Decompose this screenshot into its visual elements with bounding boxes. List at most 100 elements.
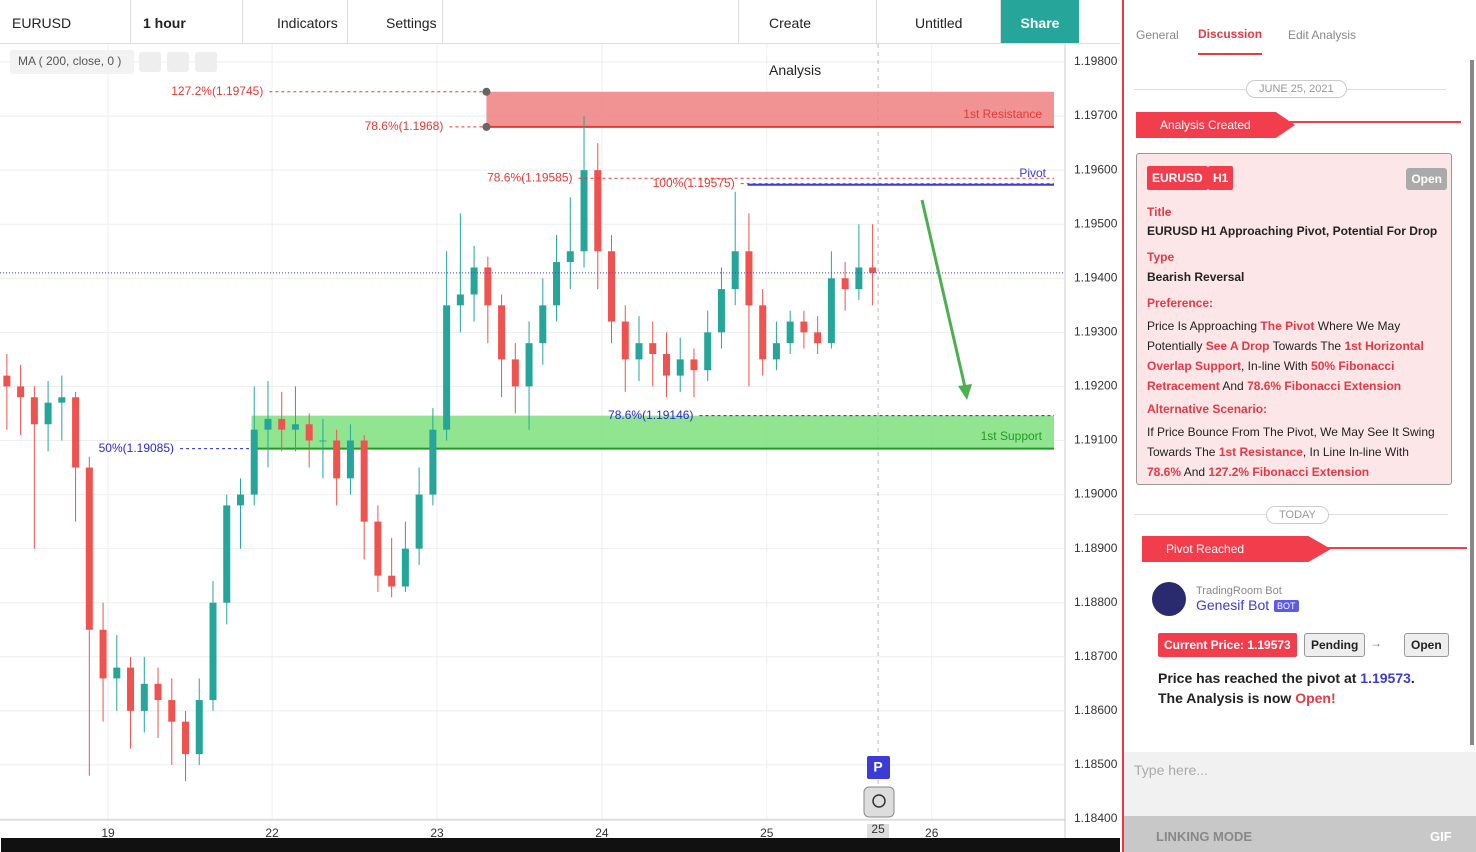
candle-body: [113, 667, 121, 679]
gear-btn[interactable]: [167, 52, 189, 72]
y-tick-label: 1.19100: [1074, 433, 1118, 447]
date: JUNE 25, 2021: [1246, 80, 1347, 98]
text-segment: 78.6% Fibonacci Extension: [1247, 379, 1402, 393]
candle-body: [291, 424, 299, 430]
input-placeholder: Type here...: [1134, 762, 1208, 778]
zone: [486, 91, 1055, 127]
cursor-label: 25: [871, 822, 885, 836]
candle-body: [209, 602, 217, 701]
y-tick-label: 1.18400: [1074, 811, 1118, 825]
status: Open: [1406, 168, 1447, 190]
reached-ribbon: Pivot Reached: [1142, 536, 1331, 562]
zone: [251, 415, 1055, 449]
candle-body: [333, 440, 341, 479]
candle-body: [30, 397, 38, 425]
candle-body: [594, 170, 602, 252]
timeframe-tag: H1: [1208, 166, 1234, 190]
tab[interactable]: Edit Analysis: [1288, 28, 1357, 42]
candle-body: [305, 424, 313, 441]
candle-body: [525, 343, 533, 387]
candle-body: [44, 402, 52, 425]
from-status: Pending: [1304, 633, 1366, 657]
pivot-label: Pivot: [1019, 166, 1046, 180]
pivot-badge-icon: P: [873, 759, 882, 775]
candle-body: [319, 440, 327, 442]
text-segment: . The Analysis is now: [1158, 670, 1415, 706]
share[interactable]: Share: [1001, 0, 1079, 43]
candle-body: [553, 262, 561, 306]
legend-bg: [10, 50, 134, 74]
candle-body: [250, 429, 258, 495]
pivot-badge[interactable]: [867, 756, 890, 779]
candle-body: [498, 305, 506, 360]
y-tick-label: 1.19300: [1074, 325, 1118, 339]
candle-body: [580, 170, 588, 252]
candle-body: [484, 267, 492, 306]
preference: Price Is Approaching The Pivot Where We …: [1147, 316, 1432, 396]
arrow-head: [958, 384, 972, 400]
candle-body: [539, 305, 547, 344]
label: Alternative Scenario:: [1147, 402, 1268, 416]
candle-body: [635, 343, 643, 360]
settings[interactable]: Settings: [348, 0, 443, 43]
candle-body: [236, 494, 244, 506]
candle-body: [278, 418, 286, 430]
layout[interactable]: Untitled: [877, 0, 1001, 43]
linking-mode[interactable]: LINKING MODE: [1156, 829, 1253, 844]
label: Preference:: [1147, 296, 1214, 310]
text-segment: If Price Bounce From The Pivot, We May S…: [1147, 425, 1435, 459]
candle-body: [264, 418, 272, 430]
x-tick-label: 19: [101, 826, 115, 840]
tab-active[interactable]: Discussion: [1198, 27, 1263, 55]
text-segment: 127.2% Fibonacci Extension: [1208, 465, 1370, 479]
candle-body: [401, 548, 409, 587]
idea-badge[interactable]: [863, 786, 895, 818]
text-segment: Open!: [1295, 690, 1336, 706]
symbol-tag: EURUSD: [1147, 166, 1208, 190]
candle-body: [676, 359, 684, 376]
candle-body: [168, 700, 176, 722]
candle-body: [223, 505, 231, 603]
fib-label: 78.6%(1.19585): [487, 170, 572, 184]
text-segment: 1st Resistance: [1218, 445, 1303, 459]
trash-btn[interactable]: [195, 52, 217, 72]
candle-body: [841, 278, 849, 290]
bot-tag: BOT: [1274, 600, 1299, 612]
anchor-point: [482, 87, 491, 96]
candle-body: [182, 721, 190, 755]
created-ribbon: Analysis Created: [1136, 112, 1295, 138]
bot-org: TradingRoom Bot: [1196, 585, 1282, 597]
candle-body: [827, 278, 835, 344]
tab[interactable]: General: [1136, 28, 1179, 42]
candle-body: [443, 305, 451, 430]
y-tick-label: 1.19700: [1074, 108, 1118, 122]
x-tick-label: 24: [595, 826, 609, 840]
footer: LINKING MODE GIF: [1124, 816, 1476, 852]
indicators[interactable]: Indicators: [243, 0, 348, 43]
candle-body: [58, 397, 66, 403]
candle-body: [621, 321, 629, 360]
ribbon-line: [1136, 121, 1461, 123]
candle-body: [649, 343, 657, 354]
input[interactable]: Type here...: [1124, 752, 1476, 816]
eye-btn[interactable]: [139, 52, 161, 72]
fib-label: 78.6%(1.19146): [608, 408, 693, 422]
create-analysis[interactable]: Create Analysis: [738, 0, 877, 78]
interval[interactable]: 1 hour: [131, 0, 243, 43]
to-status: Open: [1404, 633, 1449, 657]
fib-label: 78.6%(1.1968): [365, 119, 444, 133]
candle-body: [662, 353, 670, 376]
gif[interactable]: GIF: [1430, 829, 1452, 844]
text-segment: The Pivot: [1260, 319, 1315, 333]
candle-body: [429, 429, 437, 495]
text-segment: 1st Horizontal Overlap Support: [1147, 339, 1424, 373]
symbol[interactable]: EURUSD: [0, 0, 131, 43]
text-segment: See A Drop: [1205, 339, 1270, 353]
text-segment: 50% Fibonacci Retracement: [1147, 359, 1395, 393]
bot-avatar: [1152, 582, 1186, 616]
arrow-icon: →: [1370, 636, 1382, 650]
text-segment: Towards The: [1269, 339, 1345, 353]
candle-body: [388, 575, 396, 587]
candle-body: [456, 294, 464, 306]
text-segment: , In Line In-line With: [1302, 445, 1409, 459]
